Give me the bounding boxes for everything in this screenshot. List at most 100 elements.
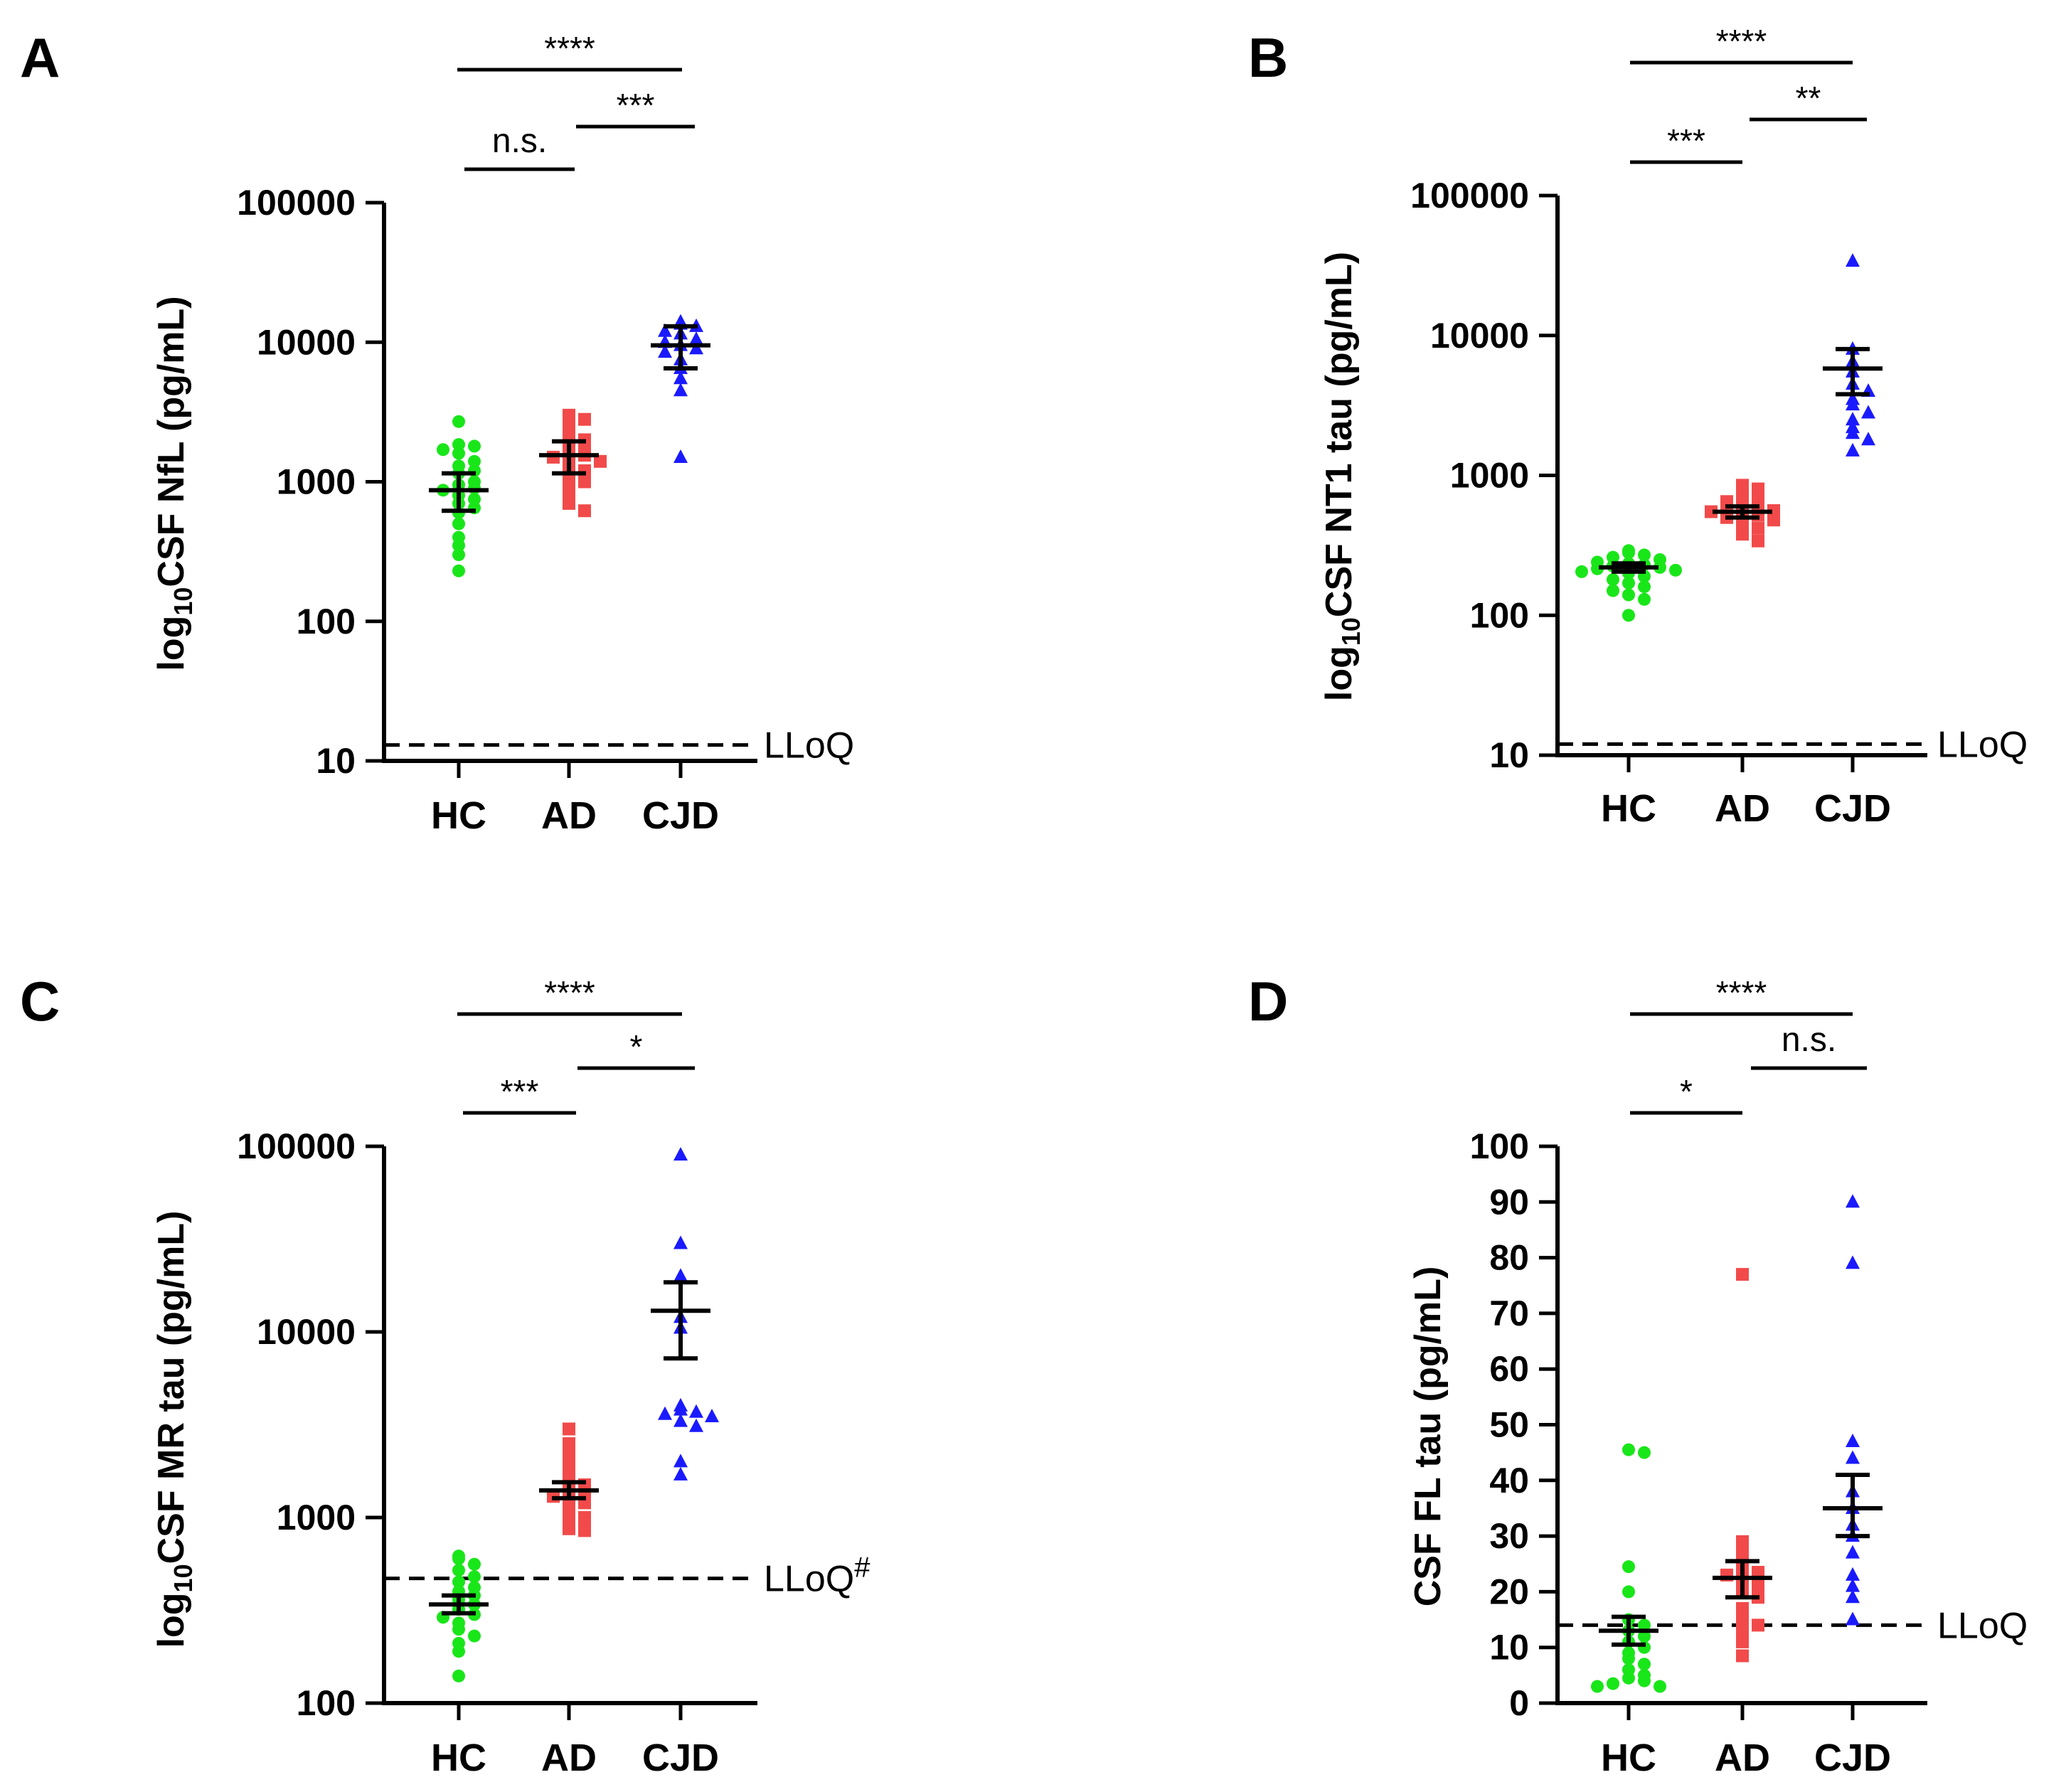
point-b-cjd-13 <box>1846 442 1860 457</box>
point-d-cjd-11 <box>1846 1589 1860 1604</box>
point-a-cjd-8 <box>689 341 703 355</box>
y-tick-label-c-1: 1000 <box>277 1498 356 1537</box>
series-d-cjd <box>1846 1194 1860 1626</box>
lloq-label-d: LLoQ <box>1937 1605 2028 1646</box>
point-b-ad-13 <box>1767 513 1780 527</box>
point-a-ad-18 <box>578 504 591 518</box>
plot-area-d: 0 10 20 30 40 50 60 70 80 90 100 HC AD CJD LLoQ **** n.s… <box>1470 974 2028 1779</box>
y-tick-label-a-1: 100 <box>297 602 356 641</box>
point-c-cjd-7 <box>689 1404 703 1418</box>
panel-letter-b: B <box>1248 26 1288 89</box>
point-c-cjd-11 <box>689 1418 703 1432</box>
y-tick-label-a-4: 100000 <box>237 183 356 223</box>
point-c-cjd-12 <box>673 1454 688 1468</box>
point-d-cjd-9 <box>1846 1567 1860 1581</box>
significance-label-c-2: *** <box>501 1073 539 1110</box>
point-a-hc-4 <box>452 447 465 460</box>
point-d-cjd-1 <box>1846 1255 1860 1269</box>
point-b-hc-19 <box>1622 588 1635 602</box>
y-tick-label-b-1: 100 <box>1470 595 1529 635</box>
point-d-hc-5 <box>1638 1618 1651 1632</box>
point-d-ad-16 <box>1736 1649 1749 1663</box>
point-d-ad-14 <box>1736 1624 1749 1638</box>
svg-text:log10CSF MR tau (pg/mL): log10CSF MR tau (pg/mL) <box>151 1211 198 1648</box>
point-a-cjd-5 <box>689 331 703 346</box>
y-tick-label-b-4: 100000 <box>1410 176 1529 215</box>
y-tick-label-d-4: 40 <box>1489 1461 1529 1500</box>
point-a-cjd-9 <box>658 344 672 358</box>
point-c-ad-2 <box>563 1447 575 1461</box>
point-c-hc-1 <box>452 1552 465 1565</box>
point-d-cjd-10 <box>1846 1578 1860 1592</box>
point-d-hc-18 <box>1654 1680 1666 1693</box>
significance-label-b-2: *** <box>1667 122 1705 159</box>
point-b-hc-17 <box>1638 580 1651 594</box>
point-c-ad-0 <box>563 1422 575 1436</box>
point-c-cjd-13 <box>673 1466 688 1481</box>
y-tick-label-d-9: 90 <box>1489 1182 1529 1222</box>
y-tick-label-d-3: 30 <box>1489 1516 1529 1556</box>
x-category-label-b-ad: AD <box>1715 787 1770 830</box>
point-a-cjd-14 <box>673 449 688 463</box>
y-tick-label-d-0: 0 <box>1509 1683 1529 1723</box>
point-b-hc-11 <box>1669 563 1682 577</box>
x-category-label-d-ad: AD <box>1715 1737 1770 1779</box>
point-b-ad-14 <box>1736 517 1749 530</box>
point-c-ad-17 <box>578 1524 591 1537</box>
point-c-cjd-9 <box>705 1408 719 1422</box>
point-b-cjd-7 <box>1846 397 1860 411</box>
svg-text:log10CSF NfL (pg/mL): log10CSF NfL (pg/mL) <box>151 296 198 671</box>
y-tick-label-d-6: 60 <box>1489 1349 1529 1389</box>
svg-text:CSF FL tau (pg/mL): CSF FL tau (pg/mL) <box>1407 1266 1449 1607</box>
x-category-label-d-cjd: CJD <box>1814 1737 1891 1779</box>
point-b-ad-9 <box>1705 505 1718 518</box>
point-c-hc-15 <box>452 1623 465 1636</box>
x-category-label-a-cjd: CJD <box>642 794 719 837</box>
point-c-hc-5 <box>452 1575 465 1589</box>
panel-b: B log10CSF NT1 tau (pg/mL) 10 100 1000 1000… <box>1248 23 2028 830</box>
point-a-ad-14 <box>578 475 591 489</box>
point-c-hc-2 <box>468 1557 481 1571</box>
series-a-hc <box>437 415 481 577</box>
y-axis-title-d: CSF FL tau (pg/mL) <box>1407 1266 1449 1607</box>
significance-label-b-0: **** <box>1716 23 1767 60</box>
panel-d: D CSF FL tau (pg/mL) 0 10 20 30 40 50 60 70 80 90… <box>1248 970 2028 1779</box>
point-d-cjd-2 <box>1846 1433 1860 1447</box>
point-d-ad-13 <box>1752 1618 1764 1632</box>
significance-label-d-2: * <box>1680 1073 1693 1110</box>
point-c-cjd-1 <box>673 1235 688 1249</box>
point-d-ad-5 <box>1752 1565 1764 1579</box>
point-d-hc-15 <box>1622 1671 1635 1685</box>
point-d-hc-19 <box>1591 1680 1604 1693</box>
point-d-hc-3 <box>1622 1585 1635 1599</box>
series-b-ad <box>1705 479 1780 548</box>
point-d-hc-12 <box>1638 1658 1651 1671</box>
point-c-cjd-0 <box>673 1146 688 1161</box>
x-category-label-b-hc: HC <box>1601 787 1656 830</box>
y-tick-label-d-10: 100 <box>1470 1126 1529 1166</box>
point-a-hc-5 <box>468 454 481 468</box>
point-b-hc-2 <box>1638 548 1651 562</box>
point-b-cjd-11 <box>1846 425 1860 439</box>
series-b-hc <box>1575 544 1682 622</box>
point-a-ad-0 <box>563 408 575 422</box>
y-axis-title-a: log10CSF NfL (pg/mL) <box>151 296 198 671</box>
point-b-hc-21 <box>1622 609 1635 622</box>
point-c-ad-16 <box>563 1522 575 1535</box>
lloq-label-c: LLoQ# <box>764 1552 870 1600</box>
point-b-hc-20 <box>1638 592 1651 606</box>
plot-area-a: 10 100 1000 10000 100000 HC AD CJD LLoQ **** n.s. *… <box>237 30 854 837</box>
point-c-hc-4 <box>468 1570 481 1584</box>
y-tick-label-b-2: 1000 <box>1450 456 1529 496</box>
y-tick-label-b-0: 10 <box>1489 735 1529 775</box>
point-a-cjd-3 <box>658 323 672 337</box>
series-c-ad <box>547 1422 591 1537</box>
series-d-ad <box>1720 1268 1764 1663</box>
y-tick-label-d-1: 10 <box>1489 1628 1529 1668</box>
y-tick-label-c-2: 10000 <box>257 1312 356 1352</box>
point-b-cjd-8 <box>1861 405 1875 419</box>
y-tick-label-d-2: 20 <box>1489 1572 1529 1611</box>
point-a-ad-1 <box>578 412 591 426</box>
point-d-ad-11 <box>1736 1601 1749 1615</box>
